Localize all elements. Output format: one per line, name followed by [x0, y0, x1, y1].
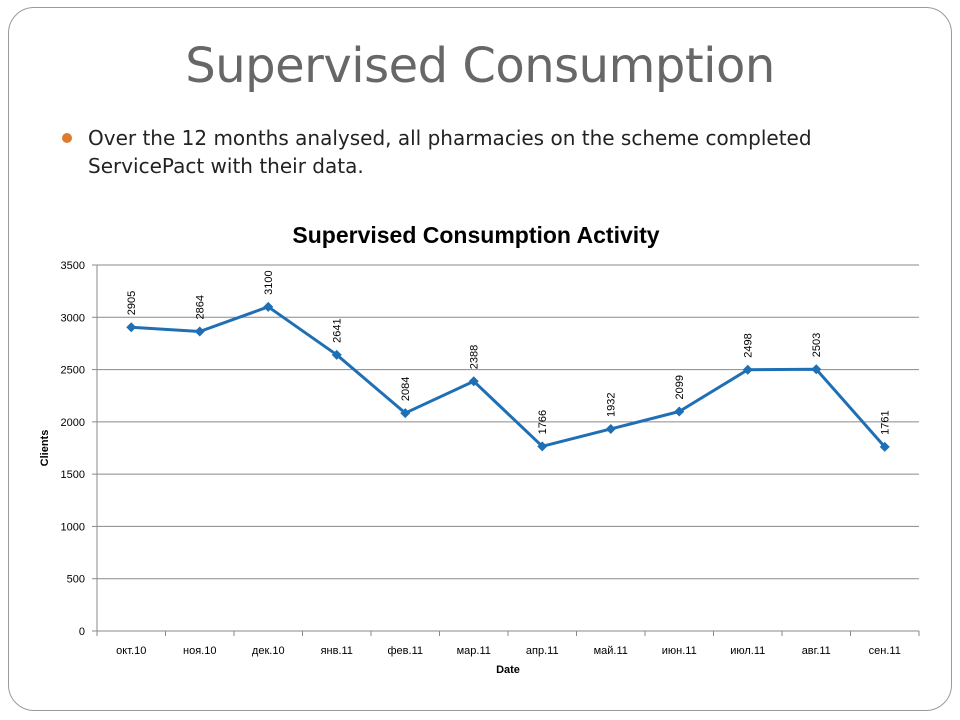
- bullet-item: Over the 12 months analysed, all pharmac…: [60, 124, 900, 180]
- x-tick-label: фев.11: [388, 645, 424, 657]
- series-line: [131, 305, 886, 448]
- data-label: 1761: [880, 410, 892, 434]
- data-point-marker: [605, 423, 616, 434]
- data-label: 2503: [811, 333, 823, 357]
- data-label: 2864: [195, 295, 207, 319]
- y-tick-label: 1000: [61, 521, 85, 533]
- data-point-marker: [742, 364, 753, 375]
- data-label: 3100: [263, 270, 275, 294]
- axis-layer: 0 500 1000 1500 2000 2500 3000 3500 окт.10 ноя.10…: [61, 260, 920, 657]
- data-label: 2084: [400, 377, 412, 401]
- data-point-marker: [468, 376, 479, 387]
- line-chart: Supervised Consumption Activity Date Cli…: [39, 222, 920, 676]
- chart-container: Supervised Consumption Activity Date Cli…: [0, 210, 960, 690]
- grid-layer: [97, 264, 919, 632]
- data-point-marker: [194, 326, 205, 337]
- data-label: 2498: [743, 333, 755, 357]
- x-tick-label: янв.11: [321, 645, 353, 657]
- x-axis-label: Date: [496, 664, 520, 676]
- y-tick-label: 3500: [61, 260, 85, 272]
- data-point-marker: [400, 408, 411, 419]
- y-tick-label: 2000: [61, 417, 85, 429]
- data-point-marker: [126, 322, 137, 333]
- bullet-dot-icon: [62, 133, 72, 143]
- data-point-marker: [674, 406, 685, 417]
- y-tick-label: 3000: [61, 312, 85, 324]
- x-tick-label: июл.11: [730, 645, 765, 657]
- data-point-marker: [263, 301, 274, 312]
- y-tick-label: 2500: [61, 365, 85, 377]
- data-point-marker: [811, 364, 822, 375]
- y-axis-label: Clients: [39, 430, 51, 467]
- x-tick-label: ноя.10: [183, 645, 216, 657]
- x-tick-label: авг.11: [802, 645, 831, 657]
- y-tick-label: 1500: [61, 469, 85, 481]
- data-label: 1766: [537, 410, 549, 434]
- data-point-marker: [331, 349, 342, 360]
- x-tick-label: май.11: [594, 645, 628, 657]
- data-label: 2388: [469, 345, 481, 369]
- x-tick-label: дек.10: [252, 645, 285, 657]
- y-tick-label: 0: [79, 626, 85, 638]
- bullet-text: Over the 12 months analysed, all pharmac…: [88, 126, 812, 178]
- x-tick-label: окт.10: [116, 645, 146, 657]
- data-label: 2099: [674, 375, 686, 399]
- x-tick-label: мар.11: [457, 645, 491, 657]
- data-label: 2905: [126, 291, 138, 315]
- data-point-marker: [879, 441, 890, 452]
- data-label: 1932: [606, 392, 618, 416]
- x-tick-label: апр.11: [526, 645, 559, 657]
- series-layer: 2905 2864 3100 2641 2084 2388 1766 1932 2099 2498…: [126, 270, 892, 452]
- slide-title: Supervised Consumption: [185, 38, 775, 94]
- x-tick-label: июн.11: [662, 645, 697, 657]
- data-point-marker: [537, 441, 548, 452]
- y-tick-label: 500: [67, 574, 85, 586]
- data-label: 2641: [332, 318, 344, 342]
- x-tick-label: сен.11: [869, 645, 901, 657]
- bullet-list: Over the 12 months analysed, all pharmac…: [60, 124, 900, 180]
- slide-frame: [8, 7, 952, 711]
- chart-title: Supervised Consumption Activity: [292, 222, 659, 248]
